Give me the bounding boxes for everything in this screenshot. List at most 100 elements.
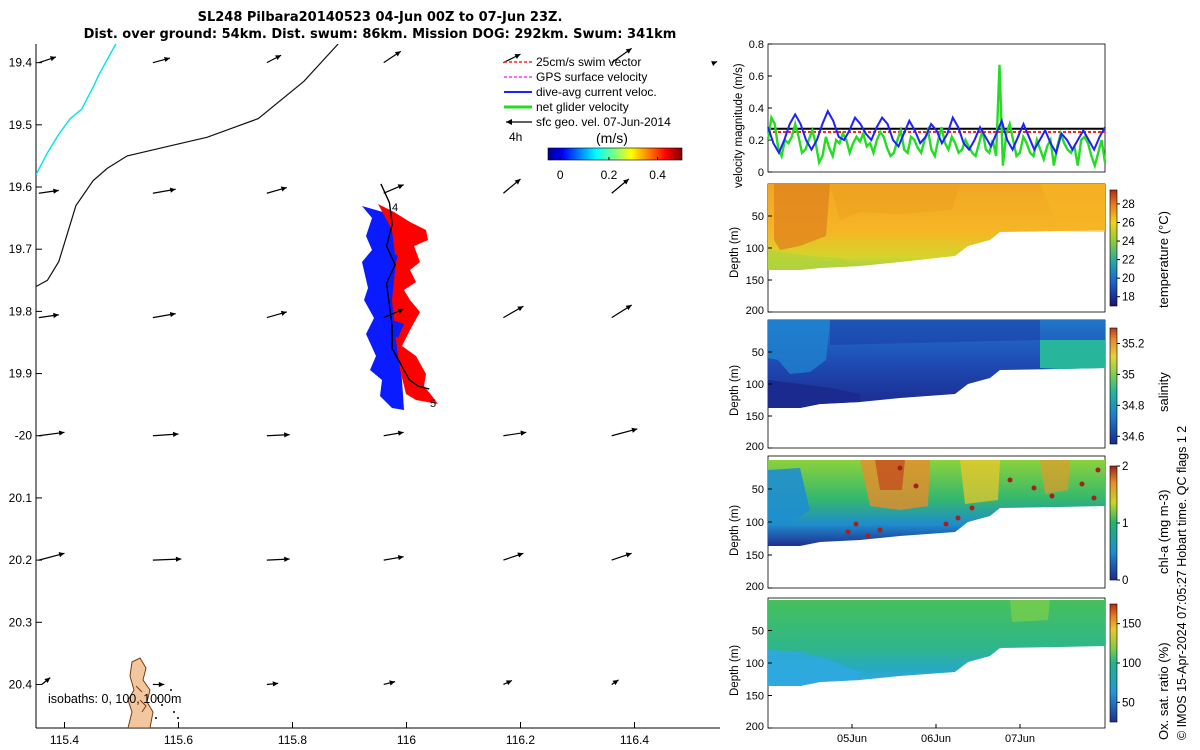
- depth-tick-label: 100: [746, 658, 764, 670]
- geo-vector-arrow: [503, 430, 527, 437]
- geo-vector-arrow: [266, 681, 279, 687]
- geo-vector-arrow: [383, 184, 404, 194]
- depth-tick-label: 200: [746, 581, 764, 593]
- map-y-tick-label: 19.4: [9, 56, 33, 70]
- velocity-y-tick-label: 0.4: [749, 103, 764, 115]
- geo-vector-arrow: [611, 304, 632, 319]
- legend-item-net: net glider velocity: [504, 100, 629, 114]
- colorbar-tick-label: 50: [1122, 697, 1135, 709]
- colorbar-unit-label: (m/s): [596, 130, 628, 146]
- map-x-tick-label: 116.4: [620, 733, 649, 747]
- colorbar-tick-label: 1: [1122, 518, 1128, 530]
- colorbar-tick-label: 0.4: [649, 168, 666, 182]
- colorbar-tick-label: 35: [1122, 369, 1135, 381]
- chart-title-line1: SL248 Pilbara20140523 04-Jun 00Z to 07-J…: [197, 10, 563, 25]
- colorbar-tick-label: 34.8: [1122, 400, 1144, 412]
- map-y-tick-label: 20.4: [9, 677, 33, 691]
- geo-vector-arrow: [152, 681, 165, 688]
- colorbar-tick-label: 150: [1122, 619, 1141, 631]
- map-legend: 25cm/s swim vector GPS surface velocity …: [504, 55, 683, 182]
- time-tick-label: 07Jun: [1005, 733, 1035, 745]
- geo-vector-arrow: [383, 308, 404, 319]
- colorbar-tick-label: 28: [1122, 199, 1135, 211]
- geo-vector-arrow: [41, 677, 51, 685]
- velocity-y-tick-label: 0.6: [749, 71, 764, 83]
- chart-title-line2: Dist. over ground: 54km. Dist. swum: 86k…: [83, 27, 677, 42]
- legend-label-swim: 25cm/s swim vector: [536, 55, 641, 69]
- geo-vector-arrow: [383, 555, 404, 561]
- colorbar-tick-label: 34.6: [1122, 431, 1144, 443]
- salinity-colorbar: [1109, 327, 1118, 445]
- speed-colorbar: [547, 147, 683, 161]
- map-x-tick-label: 115.4: [50, 733, 79, 747]
- geo-vector-arrow: [38, 312, 59, 319]
- chl-ylabel: Depth (m): [729, 505, 741, 556]
- geo-vector-arrow: [152, 431, 179, 437]
- depth-tick-label: 200: [746, 721, 764, 733]
- geo-vector-arrow: [152, 311, 176, 319]
- imos-footer: © IMOS 15-Apr-2024 07:05:27 Hobart time.…: [1175, 426, 1189, 740]
- depth-tick-label: 150: [746, 691, 764, 703]
- temperature-colorbar: [1109, 189, 1118, 307]
- legend-item-swim: 25cm/s swim vector: [504, 55, 641, 69]
- colorbar-tick-label: 100: [1122, 658, 1141, 670]
- geo-vector-arrow: [266, 310, 287, 319]
- colorbar-tick-label: 0.2: [601, 168, 618, 182]
- depth-tick-label: 100: [746, 243, 764, 255]
- geo-vector-arrow: [503, 679, 513, 686]
- geo-vector-arrow: [503, 305, 524, 319]
- geo-vector-arrow: [38, 56, 57, 64]
- geo-vector-arrow: [152, 56, 171, 64]
- geo-vector-arrow: [383, 430, 404, 437]
- colorbar-tick-label: 35.2: [1122, 338, 1144, 350]
- isobath-100m-line: [36, 44, 339, 288]
- map-y-tick-label: 19.6: [9, 180, 33, 194]
- geo-vector-arrow: [611, 679, 619, 686]
- map-y-tick-label: 20.3: [9, 615, 33, 629]
- velocity-y-tick-label: 0: [758, 167, 764, 179]
- track-label-start: 4: [392, 202, 398, 214]
- legend-label-gps: GPS surface velocity: [536, 70, 647, 84]
- time-tick-label: 06Jun: [921, 733, 951, 745]
- geo-vector-arrow: [611, 552, 632, 561]
- colorbar-tick-label: 0: [1122, 575, 1128, 587]
- chl-high-points: [845, 465, 1101, 539]
- legend-label-net: net glider velocity: [536, 100, 629, 114]
- map-y-tick-label: 19.9: [9, 367, 33, 381]
- geo-vector-arrow: [266, 186, 287, 194]
- depth-tick-label: 50: [752, 484, 764, 496]
- temperature-ylabel: Depth (m): [729, 227, 741, 278]
- depth-tick-label: 50: [752, 211, 764, 223]
- chl-section-fill: [768, 460, 1105, 546]
- map-y-tick-label: 19.7: [9, 242, 33, 256]
- oxygen-panel: Depth (m) Ox. sat. ratio (%) 05Jun 06Jun 0…: [729, 597, 1171, 745]
- map-y-tick-label: -20: [15, 429, 33, 443]
- island-shape: [127, 657, 179, 728]
- chl-colorbar: [1109, 465, 1118, 581]
- geo-vector-arrow: [611, 427, 638, 437]
- time-tick-label: 05Jun: [837, 733, 867, 745]
- oxygen-colorbar: [1109, 603, 1118, 723]
- legend-label-current: dive-avg current veloc.: [536, 85, 657, 99]
- geo-vector-arrow: [503, 178, 521, 194]
- map-x-tick-label: 115.8: [278, 733, 307, 747]
- chl-panel: Depth (m) chl-a (mg m-3): [729, 455, 1171, 589]
- geo-vector-arrow: [152, 556, 182, 562]
- legend-extra-4h: 4h: [509, 130, 522, 144]
- geo-vector-arrow: [38, 188, 59, 194]
- geo-vector-arrow: [611, 47, 632, 64]
- geo-vector-arrow: [711, 60, 718, 66]
- coastline-line: [36, 44, 117, 175]
- track-label-end: 5: [430, 398, 436, 410]
- oxygen-ylabel: Depth (m): [729, 645, 741, 696]
- salinity-colorbar-label: salinity: [1156, 372, 1171, 412]
- legend-label-geo: sfc geo. vel. 07-Jun-2014: [536, 115, 671, 129]
- geo-vector-arrow: [38, 552, 65, 561]
- map-x-tick-label: 115.6: [164, 733, 193, 747]
- map-y-tick-label: 20.2: [9, 553, 33, 567]
- salinity-ylabel: Depth (m): [729, 365, 741, 416]
- map-y-tick-label: 19.8: [9, 304, 33, 318]
- oxygen-colorbar-label: Ox. sat. ratio (%): [1156, 642, 1171, 740]
- map-panel: 115.4 115.6 115.8 116 116.2 116.4 19.4 19.5 19.6…: [9, 44, 720, 747]
